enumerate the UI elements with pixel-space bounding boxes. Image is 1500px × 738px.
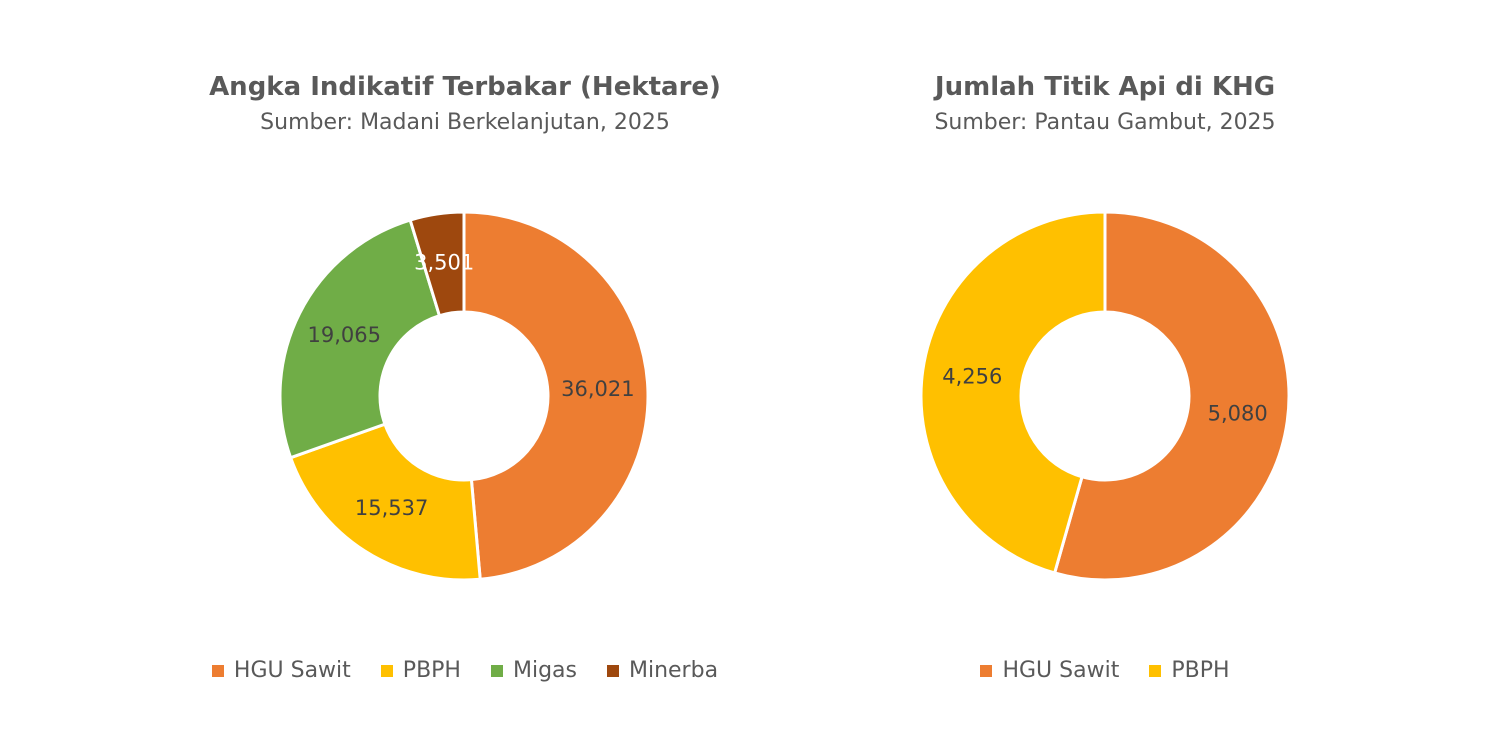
data-label-hgu-sawit: 5,080	[1208, 402, 1268, 426]
chart-subtitle: Sumber: Pantau Gambut, 2025	[934, 110, 1276, 135]
legend-label: PBPH	[402, 658, 461, 683]
donut-chart-burned-area: 36,021 15,537 19,065 3,501	[278, 210, 650, 582]
legend-item-hgu-sawit: HGU Sawit	[211, 658, 351, 683]
slice-minerba	[408, 210, 466, 318]
legend-label: HGU Sawit	[233, 658, 351, 683]
legend: HGU Sawit PBPH	[800, 658, 1410, 683]
legend-swatch	[380, 664, 393, 677]
chart-subtitle: Sumber: Madani Berkelanjutan, 2025	[260, 110, 670, 135]
chart-title: Jumlah Titik Api di KHG	[934, 72, 1276, 102]
slice-hgu-sawit	[1052, 210, 1291, 582]
legend-label: Migas	[512, 658, 577, 683]
legend-swatch	[490, 664, 503, 677]
slice-hgu-sawit	[462, 210, 650, 581]
slice-pbph	[288, 422, 482, 582]
data-label-migas: 19,065	[308, 323, 381, 347]
chart-title: Angka Indikatif Terbakar (Hektare)	[209, 72, 721, 102]
legend-item-migas: Migas	[490, 658, 577, 683]
legend-item-pbph: PBPH	[380, 658, 461, 683]
legend-item-hgu-sawit: HGU Sawit	[980, 658, 1119, 683]
legend-label: PBPH	[1171, 658, 1230, 683]
data-label-pbph: 15,537	[355, 496, 428, 520]
legend: HGU Sawit PBPH Migas Minerba	[0, 658, 930, 683]
chart-panel-hotspots: Jumlah Titik Api di KHG Sumber: Pantau G…	[800, 0, 1410, 738]
legend-swatch	[1149, 664, 1162, 677]
chart-panel-burned-area: Angka Indikatif Terbakar (Hektare) Sumbe…	[0, 72, 930, 683]
legend-item-pbph: PBPH	[1149, 658, 1230, 683]
legend-swatch	[211, 664, 224, 677]
legend-item-minerba: Minerba	[606, 658, 719, 683]
legend-swatch	[980, 664, 993, 677]
slice-migas	[278, 218, 442, 460]
legend-swatch	[606, 664, 619, 677]
data-label-pbph: 4,256	[942, 364, 1002, 388]
slice-pbph	[919, 210, 1107, 575]
donut-chart-hotspots: 5,080 4,256	[919, 210, 1291, 582]
legend-label: Minerba	[628, 658, 719, 683]
data-label-minerba: 3,501	[414, 250, 474, 274]
data-label-hgu-sawit: 36,021	[561, 377, 634, 401]
legend-label: HGU Sawit	[1002, 658, 1120, 683]
